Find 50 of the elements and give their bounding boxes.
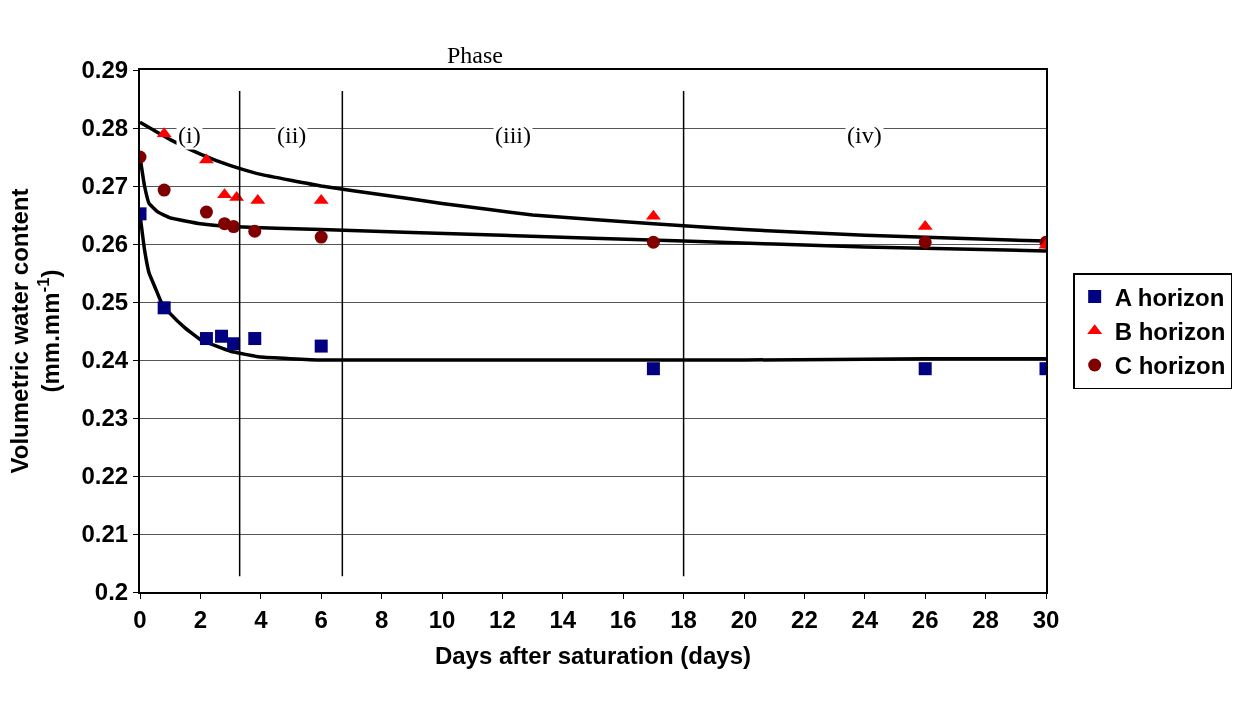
legend-label: B horizon (1114, 318, 1226, 346)
x-tick-label: 16 (609, 605, 637, 633)
x-tick-label: 22 (791, 605, 818, 633)
point (157, 301, 171, 315)
x-tick-label: 14 (549, 605, 577, 633)
point (314, 230, 328, 244)
annotation: (ii) (277, 122, 307, 148)
legend-label: C horizon (1114, 352, 1226, 380)
point (314, 339, 328, 353)
x-tick-label: 30 (1032, 605, 1060, 633)
x-tick-label: 18 (670, 605, 697, 633)
point (248, 332, 262, 346)
point (918, 235, 932, 249)
point (227, 337, 241, 351)
point (918, 362, 932, 376)
x-tick-label: 10 (428, 605, 456, 633)
annotation: (i) (178, 122, 201, 148)
y-tick-label: 0.27 (81, 172, 129, 200)
x-tick-label: 2 (193, 605, 208, 633)
point (199, 332, 213, 346)
y-tick-label: 0.25 (81, 288, 129, 316)
x-tick-label: 12 (489, 605, 516, 633)
y-tick-label: 0.23 (81, 404, 129, 432)
point (157, 183, 171, 197)
x-axis-title: Days after saturation (days) (434, 641, 752, 669)
x-tick-label: 28 (972, 605, 999, 633)
x-tick-label: 0 (133, 605, 147, 633)
x-tick-label: 4 (254, 605, 269, 633)
y-tick-label: 0.22 (81, 462, 129, 490)
x-tick-label: 20 (730, 605, 758, 633)
legend-label: A horizon (1114, 283, 1225, 311)
point (199, 205, 213, 219)
point (646, 362, 660, 376)
y-tick-label: 0.21 (81, 520, 129, 548)
annotation: (iii) (495, 122, 531, 148)
x-tick-label: 24 (851, 605, 879, 633)
y-tick-label: 0.28 (81, 114, 129, 142)
y-tick-label: 0.24 (81, 346, 129, 374)
point (646, 235, 660, 249)
point (248, 224, 262, 238)
y-tick-label: 0.2 (94, 578, 129, 606)
point (227, 220, 241, 234)
x-tick-label: 26 (911, 605, 939, 633)
point (215, 329, 229, 343)
annotation: (iv) (847, 122, 882, 148)
y-tick-label: 0.29 (81, 56, 129, 84)
x-tick-label: 6 (314, 605, 328, 633)
x-tick-label: 8 (374, 605, 389, 633)
text: Phase (447, 42, 503, 68)
y-tick-label: 0.26 (81, 230, 129, 258)
